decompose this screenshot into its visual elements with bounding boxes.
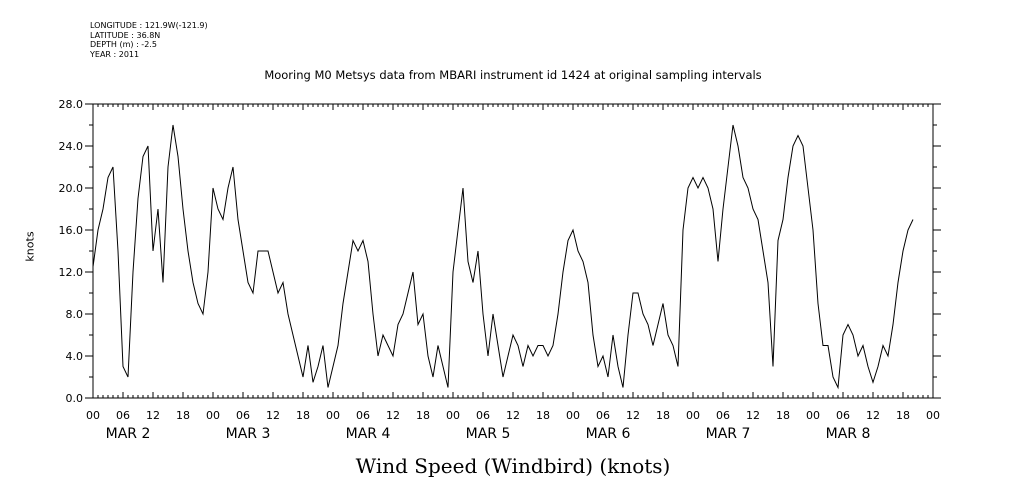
x-tick-label: 00 (326, 409, 340, 422)
x-tick-label: 06 (116, 409, 130, 422)
depth-label: DEPTH (m) : -2.5 (90, 40, 157, 49)
x-day-label: MAR 2 (106, 426, 151, 442)
longitude-label: LONGITUDE : 121.9W(-121.9) (90, 21, 208, 30)
x-tick-label: 12 (506, 409, 520, 422)
y-tick-label: 8.0 (66, 308, 84, 321)
x-tick-label: 18 (416, 409, 430, 422)
x-tick-label: 18 (536, 409, 550, 422)
x-tick-label: 00 (806, 409, 820, 422)
y-tick-label: 16.0 (59, 224, 84, 237)
x-tick-label: 12 (626, 409, 640, 422)
x-day-label: MAR 8 (826, 426, 871, 442)
x-tick-label: 06 (596, 409, 610, 422)
x-tick-label: 06 (836, 409, 850, 422)
y-tick-label: 0.0 (66, 392, 84, 405)
x-tick-label: 00 (686, 409, 700, 422)
x-axis-label: Wind Speed (Windbird) (knots) (355, 454, 671, 478)
y-tick-label: 4.0 (66, 350, 84, 363)
y-tick-label: 24.0 (59, 140, 84, 153)
y-tick-label: 28.0 (59, 98, 84, 111)
x-day-label: MAR 3 (226, 426, 271, 442)
chart-title: Mooring M0 Metsys data from MBARI instru… (264, 68, 762, 82)
x-tick-label: 12 (266, 409, 280, 422)
x-tick-label: 06 (356, 409, 370, 422)
y-tick-label: 12.0 (59, 266, 84, 279)
x-day-label: MAR 5 (466, 426, 511, 442)
x-tick-label: 18 (176, 409, 190, 422)
x-tick-label: 06 (716, 409, 730, 422)
plot-frame (92, 103, 934, 399)
x-tick-label: 12 (386, 409, 400, 422)
x-tick-label: 12 (146, 409, 160, 422)
x-tick-label: 06 (476, 409, 490, 422)
x-day-label: MAR 6 (586, 426, 631, 442)
x-tick-label: 00 (926, 409, 940, 422)
x-tick-label: 18 (296, 409, 310, 422)
x-tick-label: 00 (566, 409, 580, 422)
metadata-block: LONGITUDE : 121.9W(-121.9) LATITUDE : 36… (90, 21, 208, 59)
x-tick-label: 18 (896, 409, 910, 422)
x-day-label: MAR 7 (706, 426, 751, 442)
x-day-label: MAR 4 (346, 426, 391, 442)
x-tick-label: 12 (866, 409, 880, 422)
x-tick-label: 00 (446, 409, 460, 422)
x-tick-label: 00 (206, 409, 220, 422)
x-tick-label: 06 (236, 409, 250, 422)
year-label: YEAR : 2011 (90, 49, 140, 59)
x-tick-label: 00 (86, 409, 100, 422)
x-tick-label: 18 (776, 409, 790, 422)
latitude-label: LATITUDE : 36.8N (90, 30, 161, 40)
wind-speed-series-line (92, 124, 914, 390)
x-tick-label: 12 (746, 409, 760, 422)
y-tick-label: 20.0 (59, 182, 84, 195)
x-tick-label: 18 (656, 409, 670, 422)
